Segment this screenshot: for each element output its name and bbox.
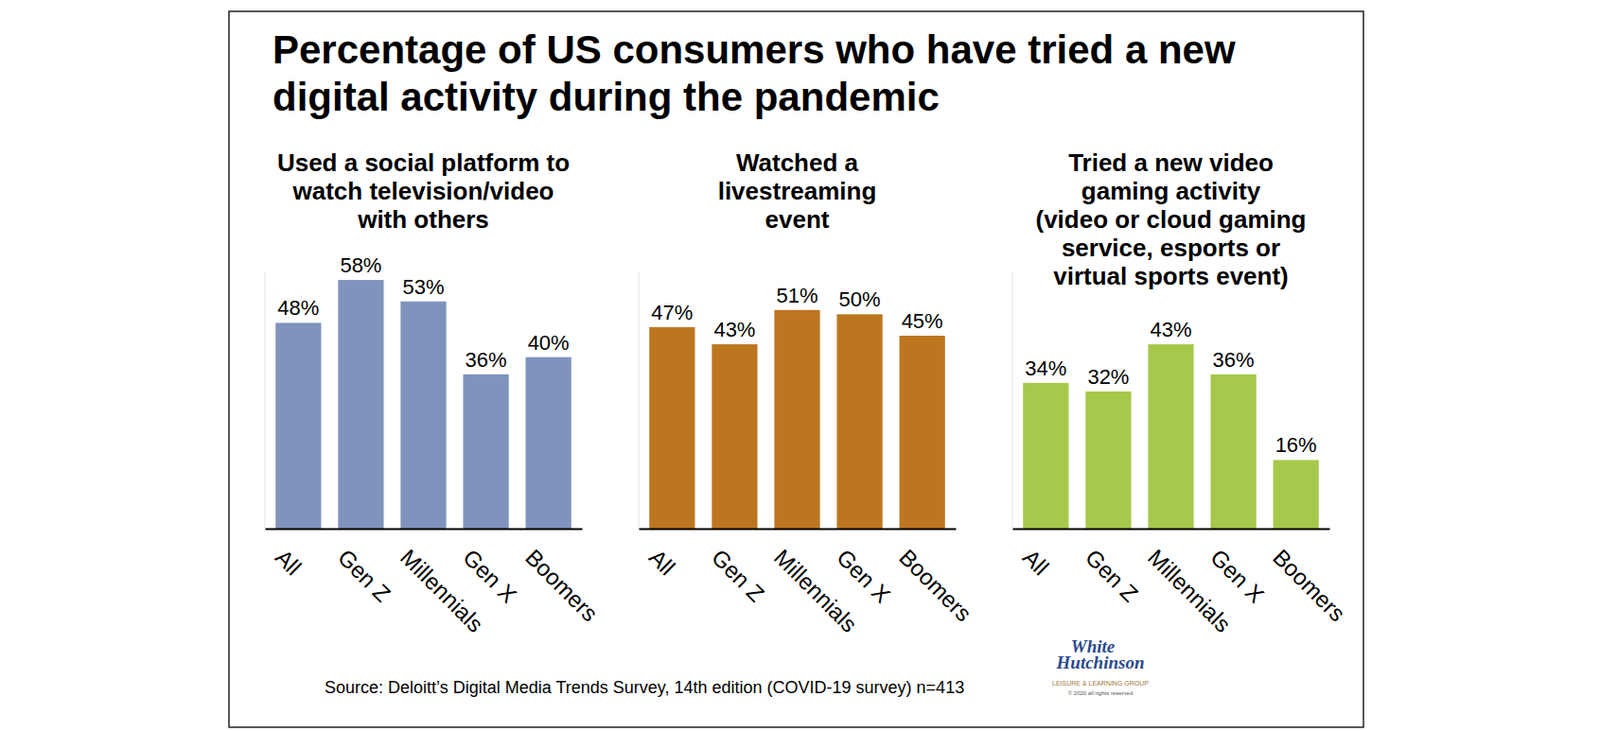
data-label: 51%: [775, 283, 818, 308]
chart-root: Percentage of US consumers who have trie…: [0, 0, 1600, 731]
data-label: 47%: [650, 300, 693, 325]
data-label: 34%: [1024, 356, 1067, 381]
panel-title-line: watch television/video: [292, 176, 555, 206]
tick-label: All: [644, 544, 681, 581]
bar: [1273, 459, 1319, 529]
data-label: 36%: [465, 348, 508, 372]
bar: [400, 301, 446, 529]
logo-copyright: © 2020 all rights reserved: [1068, 690, 1133, 697]
bars: [275, 280, 572, 529]
data-labels: 48% 58% 53% 36% 40%: [277, 253, 569, 372]
data-label: 48%: [277, 296, 319, 320]
panel: Used a social platform towatch televisio…: [264, 148, 603, 638]
bar: [836, 314, 882, 529]
bar: [711, 344, 757, 529]
tick: Boomers: [520, 528, 603, 627]
bar: [462, 374, 509, 529]
logo-tagline: LEISURE & LEARNING GROUP: [1052, 680, 1149, 687]
tick: Boomers: [1267, 528, 1351, 627]
panel-title-line: event: [765, 205, 830, 234]
bar: [899, 335, 946, 529]
tick-label: Boomers: [894, 544, 977, 627]
logo-name: Hutchinson: [1055, 652, 1145, 673]
data-label: 50%: [839, 287, 881, 312]
panel-title-line: with others: [356, 205, 490, 234]
tick: Gen X: [457, 528, 522, 609]
bar: [773, 310, 820, 529]
tick-label: All: [270, 544, 307, 581]
x-axis-line: [1013, 528, 1331, 531]
panel-title-line: livestreaming: [718, 176, 878, 206]
tick-label: All: [1018, 544, 1055, 581]
tick: Gen Z: [333, 528, 396, 608]
tick-label: Gen X: [457, 544, 522, 608]
bar: [1022, 383, 1069, 529]
tick: Boomers: [894, 528, 977, 627]
tick: Gen Z: [706, 528, 770, 608]
main-title-line: Percentage of US consumers who have trie…: [272, 27, 1236, 72]
panel-title-line: virtual sports event): [1053, 262, 1289, 291]
tick-label: Gen Z: [1080, 544, 1143, 607]
panel-title-line: service, esports or: [1061, 233, 1281, 263]
data-label: 58%: [339, 253, 382, 278]
data-label: 43%: [1149, 317, 1192, 342]
logo: WhiteHutchinsonLEISURE & LEARNING GROUP©…: [1052, 636, 1149, 697]
tick: All: [644, 528, 681, 581]
bar: [1085, 391, 1131, 529]
bars: [1022, 344, 1319, 529]
bars: [649, 310, 946, 529]
tick: Gen Z: [1080, 528, 1143, 608]
panel: Tried a new videogaming activity(video o…: [1012, 148, 1351, 638]
main-title: Percentage of US consumers who have trie…: [272, 27, 1236, 120]
panel-title-line: gaming activity: [1081, 176, 1262, 206]
panel-title: Watched alivestreamingevent: [718, 148, 878, 234]
data-label: 40%: [527, 331, 570, 355]
x-axis: AllGen ZMillennialsGen XBoomers: [639, 528, 978, 638]
data-labels: 34% 32% 43% 36% 16%: [1024, 317, 1317, 458]
y-axis-line: [264, 271, 266, 529]
data-labels: 47% 43% 51% 50% 45%: [650, 283, 943, 342]
data-label: 32%: [1087, 365, 1129, 389]
bar: [275, 322, 321, 529]
tick: All: [270, 528, 307, 581]
bar: [337, 280, 384, 529]
x-axis: AllGen ZMillennialsGen XBoomers: [1013, 528, 1352, 638]
panel-title-line: Tried a new video: [1068, 148, 1274, 177]
bar: [649, 327, 695, 529]
bar: [1210, 374, 1256, 529]
x-axis-line: [639, 528, 957, 531]
tick-label: Gen X: [831, 544, 896, 608]
tick-label: Boomers: [520, 544, 603, 627]
bar: [1147, 344, 1194, 529]
main-title-line: digital activity during the pandemic: [272, 74, 940, 120]
panel-title: Used a social platform towatch televisio…: [277, 148, 570, 234]
data-label: 45%: [901, 309, 944, 334]
y-axis-line: [638, 271, 640, 529]
frame: [228, 11, 1364, 728]
panel-title: Tried a new videogaming activity(video o…: [1035, 148, 1306, 291]
panel-title-line: (video or cloud gaming: [1035, 205, 1306, 234]
tick: All: [1018, 528, 1055, 581]
tick-label: Gen X: [1205, 544, 1269, 608]
tick: Gen X: [1205, 528, 1269, 609]
data-label: 53%: [402, 275, 444, 299]
tick-label: Gen Z: [706, 544, 770, 607]
tick: Gen X: [831, 528, 896, 609]
data-label: 43%: [713, 317, 756, 342]
panel-title-line: Watched a: [736, 148, 860, 177]
data-label: 36%: [1213, 348, 1255, 372]
data-label: 16%: [1275, 433, 1318, 458]
panel-title-line: Used a social platform to: [277, 148, 570, 177]
source: Source: Deloitt’s Digital Media Trends S…: [324, 678, 965, 698]
bar: [526, 357, 572, 529]
tick-label: Gen Z: [333, 544, 396, 607]
panel: Watched alivestreamingevent47%43%51%50%4…: [638, 148, 977, 638]
x-axis: AllGen ZMillennialsGen XBoomers: [265, 528, 604, 638]
x-axis-line: [265, 528, 583, 531]
tick-label: Boomers: [1267, 544, 1351, 627]
y-axis-line: [1012, 271, 1014, 529]
